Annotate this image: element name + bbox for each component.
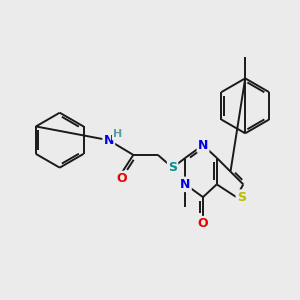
Text: O: O — [198, 217, 208, 230]
Text: S: S — [168, 161, 177, 174]
Text: O: O — [116, 172, 127, 185]
Text: N: N — [198, 139, 208, 152]
Text: S: S — [237, 190, 246, 204]
Text: N: N — [103, 134, 114, 147]
Text: N: N — [180, 178, 190, 191]
Text: H: H — [113, 129, 122, 139]
